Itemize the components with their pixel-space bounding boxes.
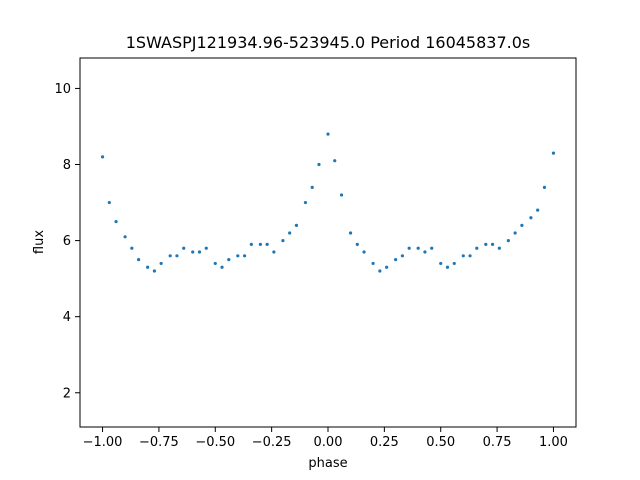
- scatter-points: [100, 132, 556, 273]
- data-point: [378, 269, 382, 273]
- data-point: [520, 223, 524, 227]
- data-point: [385, 265, 389, 269]
- data-point: [317, 162, 321, 167]
- data-point: [213, 261, 217, 266]
- data-point: [371, 261, 375, 266]
- data-point: [265, 242, 269, 246]
- data-point: [452, 261, 456, 266]
- data-point: [130, 246, 134, 250]
- data-point: [468, 254, 472, 258]
- x-tick-label: −0.75: [139, 435, 179, 450]
- data-point: [423, 250, 427, 254]
- data-point: [258, 242, 262, 246]
- data-point: [303, 200, 308, 205]
- data-point: [272, 250, 276, 254]
- data-point: [137, 258, 141, 262]
- data-point: [506, 239, 510, 243]
- data-point: [236, 254, 240, 258]
- x-tick-label: 0.00: [314, 435, 343, 450]
- y-tick-label: 4: [63, 310, 71, 325]
- data-point: [100, 155, 105, 159]
- data-point: [430, 246, 434, 250]
- data-point: [497, 246, 501, 250]
- x-tick-label: 0.50: [426, 435, 455, 450]
- data-point: [107, 200, 111, 205]
- data-point: [182, 246, 186, 250]
- data-point: [159, 261, 163, 266]
- data-point: [445, 265, 450, 269]
- chart-title: 1SWASPJ121934.96-523945.0 Period 1604583…: [126, 33, 531, 52]
- x-axis: −1.00 −0.75 −0.50 −0.25 0.00 0.25 0.50 0.75 1.00: [83, 427, 568, 450]
- data-point: [536, 208, 540, 212]
- data-point: [191, 250, 195, 254]
- y-tick-label: 6: [63, 234, 71, 249]
- data-point: [242, 254, 247, 258]
- data-point: [400, 254, 404, 258]
- data-point: [333, 159, 337, 163]
- data-point: [362, 250, 366, 254]
- data-point: [204, 246, 208, 250]
- data-point: [281, 239, 285, 243]
- y-axis-label: flux: [32, 230, 47, 254]
- data-point: [461, 254, 465, 258]
- data-point: [439, 261, 443, 266]
- data-point: [529, 216, 533, 220]
- y-axis: 2 4 6 8 10: [54, 82, 80, 401]
- y-tick-label: 2: [63, 386, 71, 401]
- data-point: [175, 254, 179, 258]
- data-point: [348, 231, 353, 235]
- data-point: [197, 250, 202, 254]
- data-point: [513, 231, 517, 235]
- x-tick-label: −0.25: [252, 435, 292, 450]
- x-tick-label: −0.50: [195, 435, 235, 450]
- x-tick-label: 0.25: [370, 435, 399, 450]
- data-point: [394, 258, 398, 262]
- data-point: [542, 185, 547, 189]
- data-point: [220, 265, 224, 269]
- data-point: [490, 242, 495, 246]
- data-point: [484, 242, 488, 246]
- y-tick-label: 8: [63, 158, 71, 173]
- data-point: [355, 242, 359, 246]
- data-point: [227, 258, 231, 262]
- data-point: [294, 223, 299, 227]
- data-point: [416, 246, 420, 250]
- data-point: [114, 219, 118, 224]
- data-point: [475, 246, 479, 250]
- data-point: [326, 132, 330, 136]
- data-point: [288, 231, 292, 235]
- data-point: [168, 254, 172, 258]
- data-point: [310, 185, 314, 189]
- x-tick-label: 0.75: [483, 435, 512, 450]
- data-point: [339, 193, 344, 197]
- data-point: [123, 235, 127, 239]
- x-axis-label: phase: [308, 456, 347, 471]
- data-point: [152, 269, 156, 273]
- data-point: [407, 246, 411, 250]
- data-point: [146, 265, 150, 269]
- x-tick-label: −1.00: [83, 435, 123, 450]
- data-point: [249, 242, 253, 246]
- x-tick-label: 1.00: [539, 435, 568, 450]
- y-tick-label: 10: [54, 82, 71, 97]
- data-point: [551, 151, 556, 155]
